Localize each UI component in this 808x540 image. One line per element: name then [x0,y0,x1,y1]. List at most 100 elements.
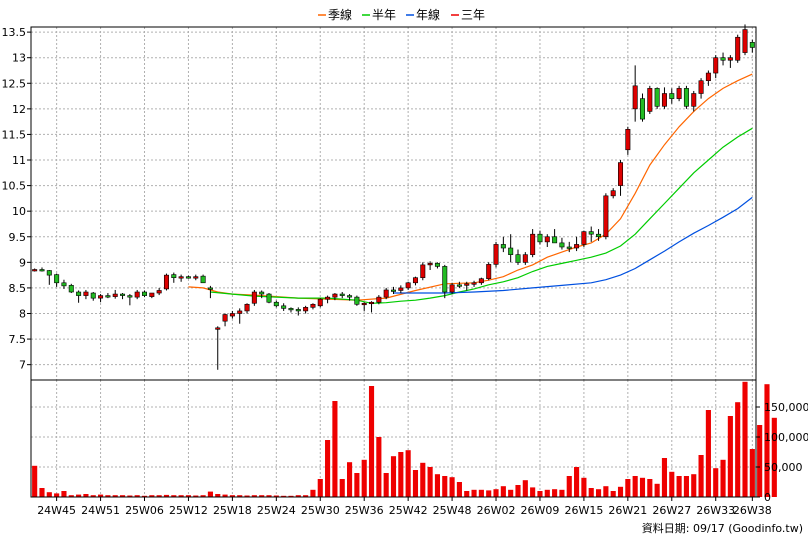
volume-bar [134,495,140,497]
volume-bar [68,495,74,497]
volume-axis: 0 50,000 100,000 150,000 [756,401,808,504]
candle-body [163,274,169,290]
volume-bar [552,489,558,497]
candle-body [742,29,748,53]
candle-body [603,195,609,238]
candle-body [749,42,755,48]
candle-body [464,283,470,286]
volume-bar [757,425,763,497]
volume-bar [61,491,67,497]
volume-bar [405,450,411,497]
candle-body [478,278,484,284]
volume-bar [207,491,213,497]
price-axis: 7 7.5 8 8.5 9 9.5 10 10.5 11 11.5 12 12.5 13 13.5 [2,26,31,372]
volume-bar [32,465,38,497]
candle-body [61,282,67,287]
candle-body [420,264,426,278]
volume-bar [383,473,389,497]
candle-body [735,36,741,61]
volume-bar [581,477,587,497]
candle-body [317,298,323,307]
y-tick-label: 10.5 [2,180,27,193]
x-tick-label: 26W33 [696,504,735,517]
candle-body [574,244,580,249]
volume-bar [288,495,294,497]
volume-tick-label: 150,000 [764,401,808,414]
candle-body [383,289,389,298]
legend-label: 三年 [461,8,485,22]
volume-bar [156,495,162,497]
candle-body [544,236,550,243]
volume-bar [98,494,104,497]
volume-bar [171,495,177,497]
volume-bar [376,437,382,497]
y-tick-label: 9 [19,256,26,269]
volume-bar [303,495,309,497]
candle-body [610,190,616,197]
x-tick-label: 26W02 [477,504,516,517]
ma-line [210,127,753,304]
volume-bar [625,479,631,497]
y-tick-label: 8 [19,307,26,320]
volume-bar [749,449,755,497]
candle-body [537,233,543,243]
volume-bar [508,489,514,497]
volume-bar [742,381,748,497]
volume-bar [647,479,653,497]
volume-panel-frame [30,379,757,498]
candle-body [142,291,148,296]
candle-body [98,295,104,299]
candle-body [127,295,133,298]
volume-bar [39,488,45,497]
candle-body [332,293,338,298]
candle-body [178,276,184,279]
volume-bar [500,486,506,497]
y-tick-label: 11 [12,154,26,167]
volume-bar [46,492,52,497]
volume-bar [149,495,155,497]
candle-body [251,291,257,304]
y-tick-label: 8.5 [9,282,27,295]
candle-body [713,57,719,74]
y-tick-label: 12.5 [2,77,27,90]
volume-bar [544,489,550,497]
candle-body [83,291,89,296]
candle-body [325,296,331,300]
volume-bar [332,401,338,497]
volume-bar [105,495,111,497]
candle-body [566,246,572,249]
volume-bar [669,471,675,497]
candle-body [596,233,602,238]
volume-bar [617,486,624,497]
volume-bar [442,476,448,497]
volume-bar [713,468,719,497]
candle-body [339,293,345,296]
candle-body [486,264,492,280]
volume-bar [486,490,492,497]
volume-bar [127,495,133,497]
volume-bar [368,386,375,497]
candle-body [303,307,309,312]
volume-panel: 0 50,000 100,000 150,000 [30,379,808,504]
volume-bar [251,495,257,497]
candle-body [530,233,536,255]
volume-bar [515,485,521,497]
x-tick-label: 24W45 [37,504,76,517]
volume-bar [676,476,682,497]
candle-body [215,327,221,330]
x-tick-label: 26W09 [521,504,560,517]
volume-bar [112,495,118,497]
candle-body [618,162,624,186]
legend: 季線 半年 年線 三年 [318,7,485,22]
candle-body [244,303,250,312]
candle-body [134,291,140,298]
volume-bar [471,489,477,497]
candle-body [200,275,206,284]
y-tick-label: 9.5 [9,231,27,244]
y-tick-label: 7 [19,359,26,372]
volume-bar [163,494,170,497]
volume-bar [141,495,148,497]
candle-body [112,293,118,297]
volume-bar [720,459,726,497]
candle-body [76,291,82,296]
